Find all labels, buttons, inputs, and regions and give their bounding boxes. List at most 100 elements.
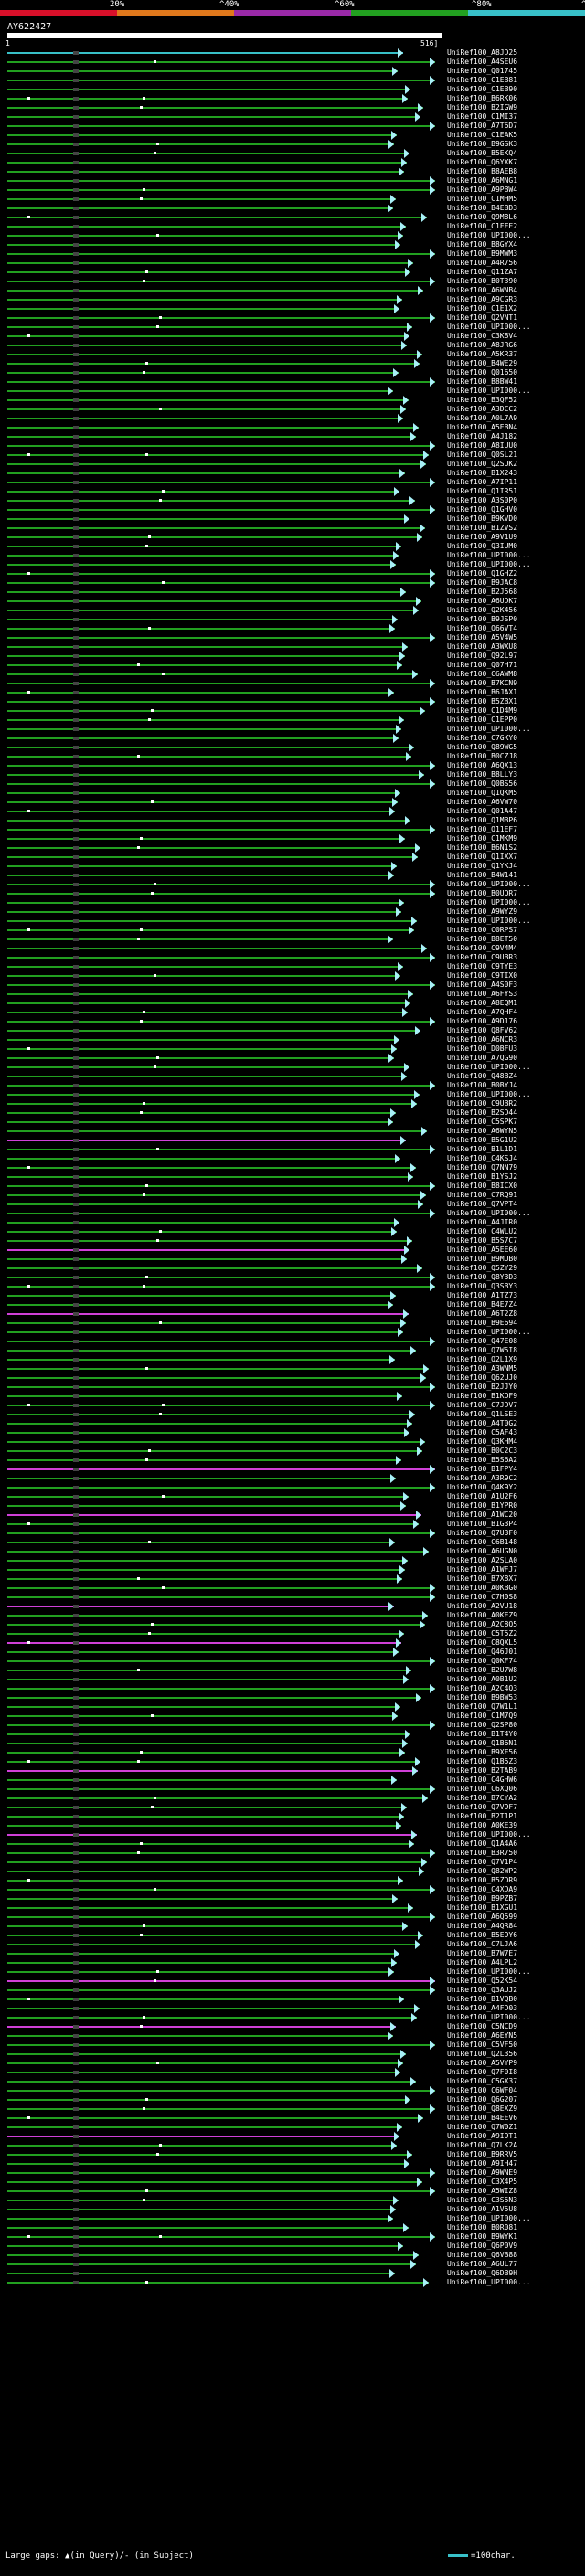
hit-label[interactable]: UniRef100_A3R9C2 bbox=[447, 1474, 518, 1482]
hit-row[interactable]: UniRef100_Q6YXK7 bbox=[0, 158, 585, 167]
hit-row[interactable]: UniRef100_A3WXU8 bbox=[0, 642, 585, 652]
hit-label[interactable]: UniRef100_C5GX37 bbox=[447, 2077, 518, 2085]
hit-label[interactable]: UniRef100_B8ICX0 bbox=[447, 1182, 518, 1190]
hit-label[interactable]: UniRef100_Q7LK2A bbox=[447, 2141, 518, 2149]
hit-label[interactable]: UniRef100_Q7VPT4 bbox=[447, 1200, 518, 1208]
hit-label[interactable]: UniRef100_Q4K9Y2 bbox=[447, 1483, 518, 1491]
hit-label[interactable]: UniRef100_Q47E08 bbox=[447, 1337, 518, 1345]
hit-row[interactable]: UniRef100_Q0SL21 bbox=[0, 451, 585, 460]
hit-row[interactable]: UniRef100_Q8FV62 bbox=[0, 1026, 585, 1035]
hit-row[interactable]: UniRef100_B5E9Y6 bbox=[0, 1931, 585, 1940]
hit-label[interactable]: UniRef100_B1KOF9 bbox=[447, 1392, 518, 1400]
hit-label[interactable]: UniRef100_B2JJY0 bbox=[447, 1383, 518, 1391]
hit-label[interactable]: UniRef100_Q0BS56 bbox=[447, 779, 518, 788]
hit-label[interactable]: UniRef100_A8IUU0 bbox=[447, 441, 518, 450]
hit-label[interactable]: UniRef100_A0KEZ9 bbox=[447, 1611, 518, 1619]
hit-row[interactable]: UniRef100_B7CYA2 bbox=[0, 1794, 585, 1803]
hit-row[interactable]: UniRef100_B9BW53 bbox=[0, 1693, 585, 1702]
hit-row[interactable]: UniRef100_B5EKQ4 bbox=[0, 149, 585, 158]
hit-label[interactable]: UniRef100_Q3SBY3 bbox=[447, 1282, 518, 1290]
hit-label[interactable]: UniRef100_Q2L356 bbox=[447, 2050, 518, 2058]
hit-row[interactable]: UniRef100_A6VW70 bbox=[0, 798, 585, 807]
hit-row[interactable]: UniRef100_C9V4M4 bbox=[0, 944, 585, 953]
hit-label[interactable]: UniRef100_Q1B5Z3 bbox=[447, 1757, 518, 1765]
hit-row[interactable]: UniRef100_Q92L97 bbox=[0, 652, 585, 661]
hit-row[interactable]: UniRef100_C7LJA6 bbox=[0, 1940, 585, 1949]
hit-row[interactable]: UniRef100_B1X243 bbox=[0, 469, 585, 478]
hit-label[interactable]: UniRef100_A9IH47 bbox=[447, 2159, 518, 2168]
hit-row[interactable]: UniRef100_C3S5N3 bbox=[0, 2196, 585, 2205]
hit-label[interactable]: UniRef100_B1T4Y0 bbox=[447, 1730, 518, 1738]
hit-row[interactable]: UniRef100_B8ET50 bbox=[0, 935, 585, 944]
hit-label[interactable]: UniRef100_Q46J01 bbox=[447, 1648, 518, 1656]
hit-row[interactable]: UniRef100_B0BYJ4 bbox=[0, 1081, 585, 1090]
hit-label[interactable]: UniRef100_UPI000... bbox=[447, 1209, 531, 1217]
hit-row[interactable]: UniRef100_Q1LSE3 bbox=[0, 1410, 585, 1419]
hit-label[interactable]: UniRef100_Q82WP2 bbox=[447, 1867, 518, 1875]
hit-row[interactable]: UniRef100_C0RPS7 bbox=[0, 926, 585, 935]
hit-row[interactable]: UniRef100_Q1A4A6 bbox=[0, 1839, 585, 1849]
hit-row[interactable]: UniRef100_Q9M8L6 bbox=[0, 213, 585, 222]
hit-row[interactable]: UniRef100_UPI000... bbox=[0, 1830, 585, 1839]
hit-label[interactable]: UniRef100_A7QHF4 bbox=[447, 1008, 518, 1016]
hit-row[interactable]: UniRef100_C6AWM8 bbox=[0, 670, 585, 679]
hit-row[interactable]: UniRef100_C1EAK5 bbox=[0, 131, 585, 140]
hit-row[interactable]: UniRef100_A6UGN0 bbox=[0, 1547, 585, 1556]
hit-label[interactable]: UniRef100_C6B148 bbox=[447, 1538, 518, 1546]
hit-label[interactable]: UniRef100_Q1IR51 bbox=[447, 487, 518, 495]
hit-row[interactable]: UniRef100_Q2SP80 bbox=[0, 1721, 585, 1730]
hit-label[interactable]: UniRef100_A7QG90 bbox=[447, 1054, 518, 1062]
hit-label[interactable]: UniRef100_B5EKQ4 bbox=[447, 149, 518, 157]
hit-row[interactable]: UniRef100_B1KOF9 bbox=[0, 1392, 585, 1401]
hit-label[interactable]: UniRef100_A5VYP9 bbox=[447, 2059, 518, 2067]
hit-label[interactable]: UniRef100_UPI000... bbox=[447, 387, 531, 395]
hit-row[interactable]: UniRef100_UPI000... bbox=[0, 2278, 585, 2287]
hit-row[interactable]: UniRef100_B1YSJ2 bbox=[0, 1172, 585, 1182]
hit-label[interactable]: UniRef100_Q52K54 bbox=[447, 1977, 518, 1985]
hit-row[interactable]: UniRef100_B5S6A2 bbox=[0, 1456, 585, 1465]
hit-label[interactable]: UniRef100_A4T0G2 bbox=[447, 1419, 518, 1427]
hit-label[interactable]: UniRef100_B2T1P1 bbox=[447, 1812, 518, 1820]
hit-label[interactable]: UniRef100_A2SLA0 bbox=[447, 1556, 518, 1564]
hit-label[interactable]: UniRef100_C1D4M9 bbox=[447, 706, 518, 715]
hit-label[interactable]: UniRef100_A4JIR0 bbox=[447, 1218, 518, 1226]
hit-row[interactable]: UniRef100_B0C2C3 bbox=[0, 1447, 585, 1456]
hit-label[interactable]: UniRef100_B9E694 bbox=[447, 1319, 518, 1327]
hit-label[interactable]: UniRef100_Q1GHZ2 bbox=[447, 569, 518, 578]
hit-label[interactable]: UniRef100_UPI000... bbox=[447, 880, 531, 888]
hit-label[interactable]: UniRef100_C6XQ06 bbox=[447, 1785, 518, 1793]
hit-row[interactable]: UniRef100_Q2L356 bbox=[0, 2050, 585, 2059]
hit-row[interactable]: UniRef100_A4R756 bbox=[0, 259, 585, 268]
hit-row[interactable]: UniRef100_UPI000... bbox=[0, 1090, 585, 1099]
hit-label[interactable]: UniRef100_C9UBR3 bbox=[447, 953, 518, 961]
hit-row[interactable]: UniRef100_Q7W5I8 bbox=[0, 1346, 585, 1355]
hit-label[interactable]: UniRef100_Q01745 bbox=[447, 67, 518, 75]
hit-row[interactable]: UniRef100_B4WE29 bbox=[0, 359, 585, 368]
hit-row[interactable]: UniRef100_Q1GHZ2 bbox=[0, 569, 585, 578]
hit-row[interactable]: UniRef100_A0KBG0 bbox=[0, 1584, 585, 1593]
hit-label[interactable]: UniRef100_B3QF52 bbox=[447, 396, 518, 404]
hit-label[interactable]: UniRef100_Q7W1L1 bbox=[447, 1702, 518, 1711]
hit-row[interactable]: UniRef100_C6XQ06 bbox=[0, 1785, 585, 1794]
hit-row[interactable]: UniRef100_A6Q599 bbox=[0, 1913, 585, 1922]
hit-row[interactable]: UniRef100_C9TIX0 bbox=[0, 971, 585, 981]
hit-label[interactable]: UniRef100_Q07H71 bbox=[447, 661, 518, 669]
hit-row[interactable]: UniRef100_A2VU18 bbox=[0, 1602, 585, 1611]
hit-row[interactable]: UniRef100_A3DCC2 bbox=[0, 405, 585, 414]
hit-row[interactable]: UniRef100_Q6VB88 bbox=[0, 2251, 585, 2260]
hit-row[interactable]: UniRef100_A5V4W5 bbox=[0, 633, 585, 642]
hit-label[interactable]: UniRef100_Q48BZ4 bbox=[447, 1072, 518, 1080]
hit-label[interactable]: UniRef100_B0BYJ4 bbox=[447, 1081, 518, 1089]
hit-row[interactable]: UniRef100_B5ZBX1 bbox=[0, 697, 585, 706]
hit-label[interactable]: UniRef100_B5S6A2 bbox=[447, 1456, 518, 1464]
hit-label[interactable]: UniRef100_UPI000... bbox=[447, 2214, 531, 2222]
hit-label[interactable]: UniRef100_A6T2Z8 bbox=[447, 1309, 518, 1318]
hit-row[interactable]: UniRef100_B2IGW9 bbox=[0, 103, 585, 112]
hit-label[interactable]: UniRef100_D0BFU3 bbox=[447, 1044, 518, 1053]
hit-row[interactable]: UniRef100_A7QG90 bbox=[0, 1054, 585, 1063]
hit-label[interactable]: UniRef100_Q1MBP6 bbox=[447, 816, 518, 824]
hit-row[interactable]: UniRef100_UPI000... bbox=[0, 898, 585, 907]
hit-row[interactable]: UniRef100_C1D4M9 bbox=[0, 706, 585, 716]
hit-row[interactable]: UniRef100_Q2SUK2 bbox=[0, 460, 585, 469]
hit-row[interactable]: UniRef100_C4XDA9 bbox=[0, 1885, 585, 1894]
